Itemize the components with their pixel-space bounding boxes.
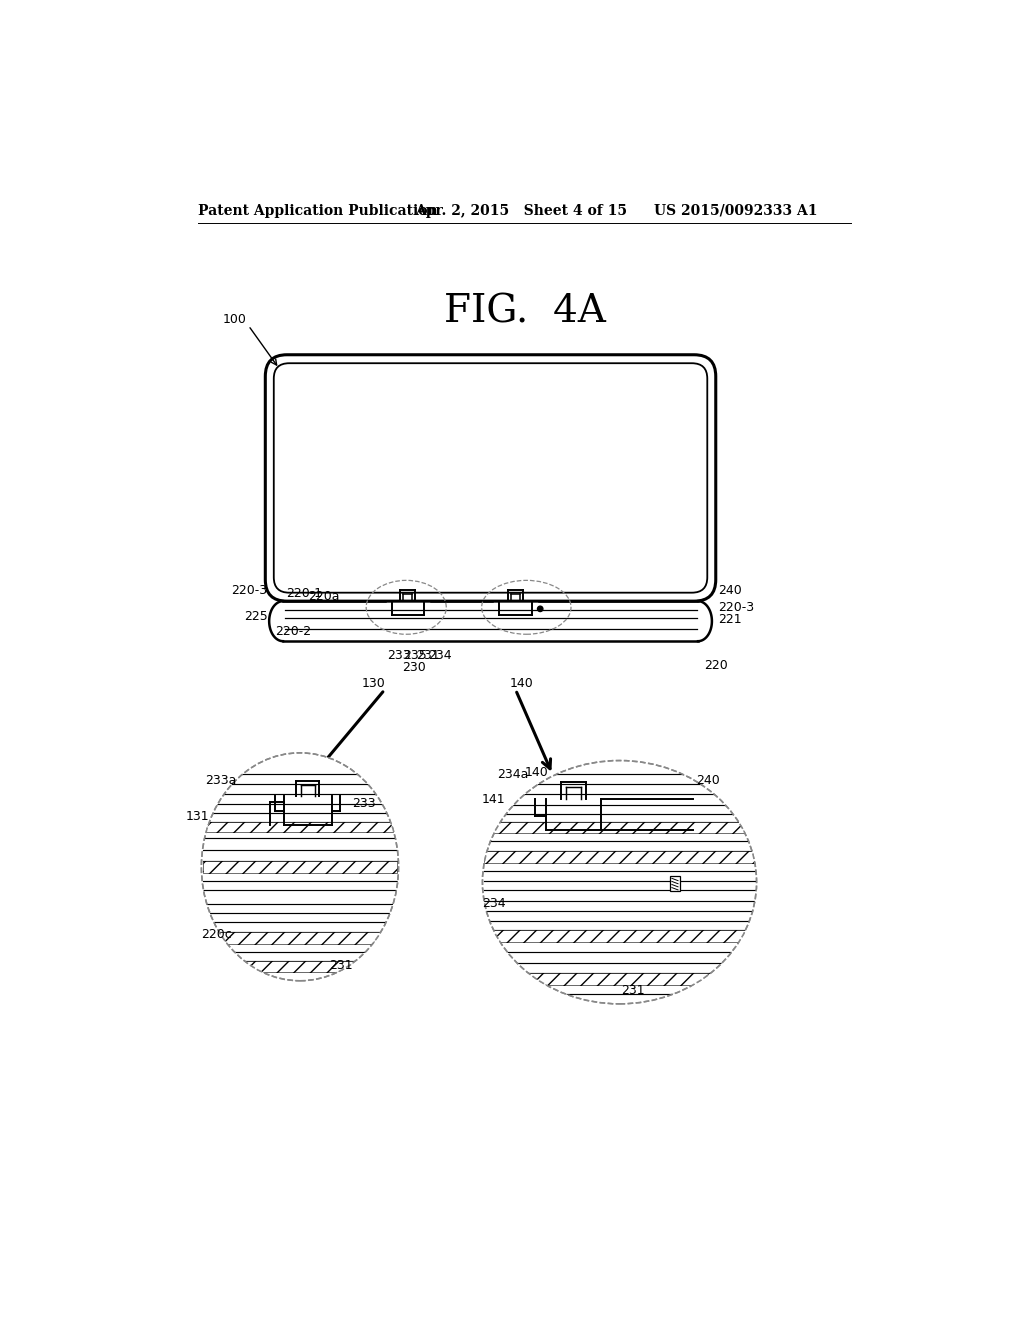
Bar (484, 929, 755, 942)
Text: 130: 130 (361, 677, 385, 690)
Text: FIG.  4A: FIG. 4A (443, 294, 606, 331)
Text: 131: 131 (185, 810, 209, 824)
Text: 220c: 220c (202, 928, 232, 941)
Text: 220-2: 220-2 (275, 626, 311, 639)
Text: 233a: 233a (206, 774, 237, 787)
Text: 220: 220 (705, 659, 728, 672)
Ellipse shape (482, 760, 757, 1003)
Text: 141: 141 (482, 792, 506, 805)
Bar (203, 822, 397, 832)
Text: US 2015/0092333 A1: US 2015/0092333 A1 (654, 203, 817, 218)
Text: 230: 230 (402, 661, 426, 675)
Text: 231: 231 (622, 983, 645, 997)
Text: 231: 231 (416, 648, 439, 661)
Text: 233: 233 (352, 797, 376, 810)
Text: 140: 140 (510, 677, 534, 690)
Text: 234a: 234a (498, 768, 528, 781)
Bar (670, 876, 680, 891)
Ellipse shape (202, 752, 398, 981)
Bar (484, 851, 755, 863)
Text: 100: 100 (222, 313, 246, 326)
Bar (203, 861, 397, 873)
Bar (203, 961, 397, 972)
Text: 221: 221 (718, 612, 741, 626)
FancyBboxPatch shape (265, 355, 716, 601)
FancyBboxPatch shape (273, 363, 708, 593)
Bar (203, 932, 397, 944)
Text: 220-3: 220-3 (718, 601, 755, 614)
Text: 220-3: 220-3 (231, 583, 267, 597)
Text: 234: 234 (428, 648, 452, 661)
Text: 233: 233 (387, 648, 411, 661)
Bar (484, 973, 755, 985)
Text: 240: 240 (718, 583, 741, 597)
Text: 240: 240 (696, 774, 720, 787)
Text: Apr. 2, 2015   Sheet 4 of 15: Apr. 2, 2015 Sheet 4 of 15 (416, 203, 628, 218)
Text: 235: 235 (403, 648, 427, 661)
Text: 220-1: 220-1 (286, 587, 323, 601)
Circle shape (538, 606, 543, 611)
Text: 220a: 220a (307, 590, 339, 603)
Text: Patent Application Publication: Patent Application Publication (199, 203, 438, 218)
Bar (484, 822, 755, 833)
Text: 231: 231 (330, 958, 353, 972)
Text: 234: 234 (482, 898, 506, 911)
Text: 225: 225 (244, 610, 267, 623)
Text: 140: 140 (524, 766, 548, 779)
